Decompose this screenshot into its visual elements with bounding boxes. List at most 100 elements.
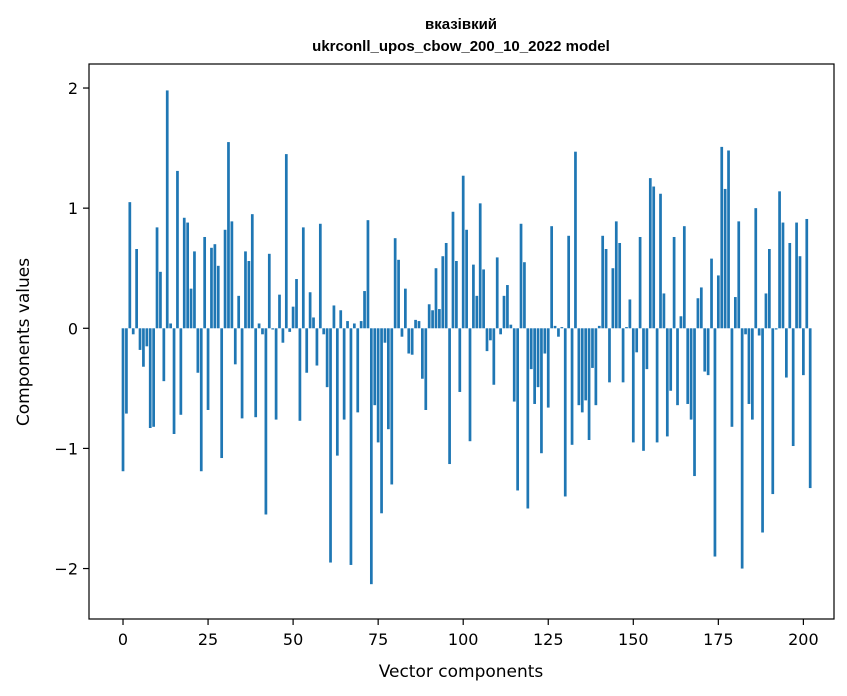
bar-61	[329, 328, 332, 563]
x-tick-label: 100	[448, 630, 479, 649]
bar-30	[223, 229, 227, 329]
bar-83	[404, 288, 407, 329]
bar-105	[478, 203, 482, 329]
bar-23	[199, 328, 203, 472]
bar-19	[186, 222, 190, 329]
bar-20	[189, 288, 193, 329]
bar-194	[781, 222, 785, 329]
bar-25	[206, 328, 210, 410]
bar-79	[390, 328, 394, 485]
bar-133	[574, 151, 577, 329]
bar-81	[397, 259, 400, 329]
bar-199	[798, 256, 802, 329]
bar-190	[768, 249, 771, 329]
bar-0	[121, 328, 125, 472]
bar-158	[659, 193, 662, 329]
bar-154	[645, 328, 649, 370]
bar-32	[230, 221, 234, 329]
bar-93	[438, 309, 441, 329]
bar-14	[169, 323, 172, 329]
bar-73	[369, 328, 373, 585]
bar-54	[305, 328, 309, 373]
bar-177	[723, 188, 727, 329]
bar-103	[472, 264, 475, 329]
bar-56	[312, 317, 315, 329]
y-tick-label: 2	[68, 79, 78, 98]
bar-8	[148, 328, 152, 428]
bar-167	[689, 328, 693, 420]
bar-156	[652, 186, 656, 329]
bar-118	[523, 262, 526, 329]
bar-116	[516, 328, 519, 491]
bar-80	[393, 238, 397, 329]
bar-96	[448, 328, 451, 465]
bar-95	[444, 242, 448, 329]
bar-106	[482, 269, 485, 329]
bar-166	[686, 328, 690, 404]
bar-88	[421, 328, 424, 379]
bar-45	[274, 328, 278, 420]
bar-193	[778, 191, 781, 329]
x-tick-label: 50	[283, 630, 303, 649]
bar-27	[213, 244, 217, 329]
bar-2	[128, 202, 132, 329]
y-tick-label: 0	[68, 319, 78, 338]
bar-117	[519, 223, 523, 329]
plot-frame	[88, 63, 835, 620]
bar-183	[744, 328, 747, 335]
bar-11	[159, 271, 162, 329]
bar-6	[142, 328, 145, 367]
bar-134	[577, 328, 581, 406]
x-tick-label: 75	[368, 630, 388, 649]
bar-141	[601, 235, 605, 329]
bar-74	[373, 328, 377, 406]
bar-24	[203, 236, 207, 329]
bar-110	[495, 257, 499, 329]
bar-60	[325, 328, 329, 388]
bar-153	[642, 328, 645, 451]
bar-10	[155, 227, 159, 329]
bar-85	[410, 328, 414, 355]
bar-185	[751, 328, 754, 420]
bar-50	[291, 306, 295, 329]
bar-97	[451, 211, 455, 329]
bar-9	[152, 328, 155, 427]
bar-4	[135, 249, 138, 329]
bar-161	[669, 328, 673, 391]
bar-195	[785, 328, 788, 378]
bar-151	[635, 328, 639, 353]
bar-78	[387, 328, 390, 430]
bar-21	[193, 251, 196, 329]
x-tick-label: 25	[198, 630, 218, 649]
bar-40	[257, 323, 261, 329]
bar-130	[563, 328, 567, 497]
bar-109	[492, 328, 496, 385]
bar-129	[560, 327, 564, 329]
bar-123	[540, 328, 543, 454]
bar-52	[298, 328, 302, 421]
bar-168	[693, 328, 696, 477]
bar-94	[441, 256, 445, 329]
bar-175	[716, 275, 720, 329]
bar-128	[557, 328, 560, 337]
bar-43	[267, 253, 271, 329]
bar-136	[584, 328, 588, 401]
bar-70	[359, 321, 363, 329]
bar-191	[771, 328, 775, 495]
bar-13	[165, 90, 169, 329]
bar-155	[648, 178, 652, 329]
bar-124	[543, 328, 547, 354]
bar-66	[346, 321, 349, 329]
bar-71	[363, 291, 366, 329]
bar-34	[237, 295, 241, 329]
bar-159	[662, 293, 666, 329]
bar-108	[489, 328, 492, 341]
bar-197	[791, 328, 795, 447]
bar-131	[567, 235, 571, 329]
bar-115	[512, 328, 516, 402]
bar-112	[502, 295, 506, 329]
bar-89	[424, 328, 428, 410]
chart-title-line2: ukrconll_upos_cbow_200_10_2022 model	[312, 38, 610, 55]
bar-99	[458, 328, 462, 392]
